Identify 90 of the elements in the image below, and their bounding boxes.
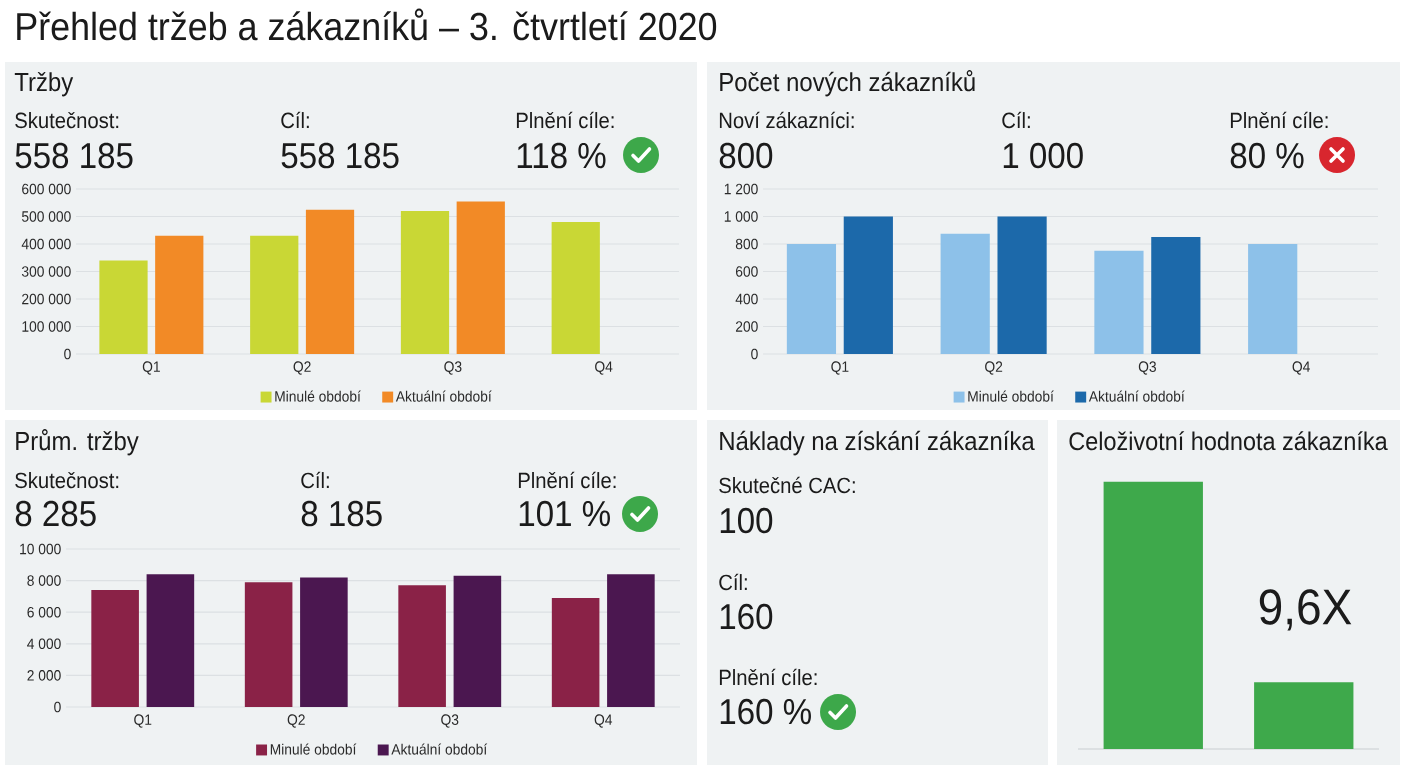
x-tick-label: Q4 — [594, 714, 613, 728]
text: Cíl: — [301, 471, 329, 489]
y-tick-label: 8 000 — [27, 575, 61, 586]
x-tick-label: Q3 — [1138, 361, 1156, 375]
x-tick-label: Q4 — [1292, 361, 1310, 375]
legend-label: Aktuální období — [1088, 390, 1185, 402]
bar — [453, 575, 502, 707]
bar — [300, 577, 348, 707]
text: Plnění cíle: — [719, 668, 817, 686]
legend-label: Minulé období — [968, 390, 1054, 402]
x-tick-label: Q2 — [293, 361, 311, 375]
bar — [607, 574, 655, 707]
bar — [398, 585, 446, 707]
bar — [155, 235, 204, 354]
text: 558 185 — [281, 142, 399, 169]
x-tick-label: Q3 — [444, 361, 462, 375]
text: 8 285 — [15, 500, 96, 527]
bar — [551, 222, 600, 354]
y-tick-label: 100 000 — [22, 321, 71, 332]
x-tick-label: Q1 — [831, 361, 849, 375]
text: 160 — [720, 603, 773, 630]
y-tick-label: 800 — [735, 238, 758, 250]
x-tick-label: Q2 — [287, 714, 305, 728]
y-tick-label: 4 000 — [27, 638, 61, 650]
legend-label: Minulé období — [275, 390, 361, 402]
y-tick-label: 300 000 — [21, 266, 71, 277]
bar — [456, 201, 505, 354]
x-tick-label: Q2 — [985, 361, 1003, 375]
text: Přehled tržeb a zákazníků – 3. čtvrtletí 2020 — [17, 8, 717, 41]
y-tick-label: 10 000 — [20, 543, 61, 555]
text: Cíl: — [1002, 111, 1030, 129]
chart-title: Prům. tržby — [16, 429, 139, 456]
bar — [1151, 237, 1201, 354]
text: 80 % — [1230, 142, 1304, 169]
text: Náklady na získání zákazníka — [720, 430, 1035, 456]
bar — [1094, 250, 1144, 354]
x-tick-label: Q1 — [142, 361, 160, 375]
text: Cíl: — [281, 111, 309, 129]
text: Noví zákazníci: — [719, 111, 854, 129]
y-tick-label: 1 000 — [724, 211, 758, 222]
chart-title: Počet nových zákazníků — [720, 70, 975, 97]
bar — [940, 233, 990, 354]
x-tick-label: Q4 — [595, 361, 613, 375]
y-tick-label: 200 — [735, 321, 758, 332]
text: Plnění cíle: — [516, 111, 614, 129]
y-tick-label: 0 — [54, 701, 61, 713]
text: 100 — [720, 507, 773, 534]
bar — [997, 216, 1047, 354]
y-tick-label: 500 000 — [21, 211, 71, 222]
text: 101 % — [519, 500, 610, 527]
text: 8 185 — [301, 500, 382, 527]
y-tick-label: 600 — [735, 266, 758, 277]
y-tick-label: 600 000 — [22, 183, 71, 195]
y-tick-label: 1 200 — [724, 183, 758, 195]
bar — [843, 216, 893, 354]
y-tick-label: 400 000 — [21, 238, 71, 250]
text: Plnění cíle: — [1230, 111, 1328, 129]
y-tick-label: 0 — [751, 348, 758, 360]
bar — [250, 235, 299, 354]
bar — [146, 574, 195, 707]
legend-label: Aktuální období — [391, 743, 488, 755]
bar — [305, 209, 355, 354]
text: Plnění cíle: — [518, 471, 616, 489]
bar — [551, 597, 600, 707]
y-tick-label: 6 000 — [27, 606, 61, 618]
text: Skutečnost: — [15, 111, 119, 129]
x-tick-label: Q3 — [441, 714, 459, 728]
text: 118 % — [517, 142, 606, 169]
text: Skutečné CAC: — [719, 476, 855, 494]
y-tick-label: 0 — [64, 348, 71, 360]
text: 558 185 — [15, 142, 133, 169]
bar — [244, 582, 293, 707]
text: Cíl: — [719, 573, 747, 591]
chart-title: Tržby — [14, 72, 74, 97]
bar — [786, 243, 837, 354]
chart-title: Celoživotní hodnota zákazníka — [1069, 431, 1388, 451]
text: 1 000 — [1003, 142, 1083, 169]
bar — [400, 211, 450, 354]
bar — [1248, 243, 1298, 354]
text: 160 % — [720, 698, 811, 725]
bar — [99, 260, 148, 354]
y-tick-label: 2 000 — [27, 670, 61, 681]
annotation: 9,6X — [1259, 589, 1352, 631]
legend-label: Minulé období — [270, 743, 357, 755]
y-tick-label: 400 — [735, 293, 758, 305]
y-tick-label: 200 000 — [22, 293, 71, 305]
legend-label: Aktuální období — [395, 390, 492, 402]
bar — [91, 590, 139, 707]
x-tick-label: Q1 — [134, 714, 152, 728]
text: Skutečnost: — [15, 471, 119, 489]
